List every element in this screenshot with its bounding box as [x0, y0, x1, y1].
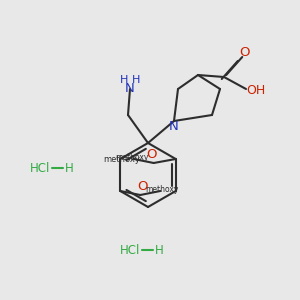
Text: methoxy: methoxy	[146, 185, 179, 194]
Text: methoxy: methoxy	[103, 154, 140, 164]
Text: H: H	[132, 75, 140, 85]
Text: H: H	[65, 161, 74, 175]
Text: O: O	[146, 148, 157, 161]
Text: HCl: HCl	[120, 244, 140, 256]
Text: HCl: HCl	[30, 161, 50, 175]
Text: H: H	[155, 244, 164, 256]
Text: methoxy: methoxy	[115, 154, 148, 163]
Text: O: O	[137, 181, 148, 194]
Text: H: H	[120, 75, 128, 85]
Text: O: O	[240, 46, 250, 59]
Text: OH: OH	[246, 85, 266, 98]
Text: N: N	[125, 82, 135, 95]
Text: N: N	[169, 121, 179, 134]
